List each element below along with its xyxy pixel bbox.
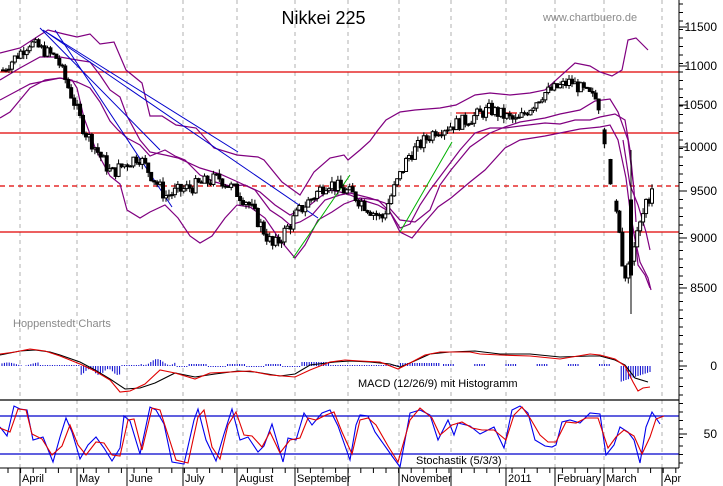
x-axis-ticks	[7, 468, 677, 486]
x-label-april: April	[22, 473, 45, 485]
macd-line	[0, 349, 649, 390]
chart-title: Nikkei 225	[281, 8, 366, 28]
x-label-2011: 2011	[508, 473, 532, 485]
credit-label: Hoppenstedt Charts	[13, 318, 111, 330]
stoch-k-line	[0, 405, 661, 469]
stoch-d-line	[0, 406, 665, 464]
macd-histogram	[1, 359, 651, 382]
y-tick-11500: 11500	[684, 20, 717, 34]
y-tick-9500: 9500	[690, 184, 717, 198]
bollinger-bands	[0, 29, 652, 291]
watermark: www.chartbuero.de	[543, 12, 638, 24]
x-label-apr: Apr	[664, 473, 682, 485]
trendlines	[39, 27, 453, 259]
x-label-july: July	[185, 473, 205, 485]
stochastic-panel	[0, 405, 679, 469]
x-label-february: February	[557, 473, 602, 485]
stochastic-label: Stochastik (5/3/3)	[415, 455, 503, 467]
x-label-may: May	[79, 473, 100, 485]
x-label-september: September	[297, 473, 351, 485]
y-tick-8500: 8500	[690, 281, 717, 295]
x-label-march: March	[606, 473, 637, 485]
y-tick-10000: 10000	[683, 140, 717, 154]
stoch-50-tick: 50	[703, 427, 717, 441]
y-axis	[0, 0, 687, 469]
macd-label: MACD (12/26/9) mit Histogramm	[357, 378, 519, 390]
macd-zero-tick: 0	[710, 359, 717, 373]
x-label-november: November	[401, 473, 452, 485]
x-label-june: June	[129, 473, 153, 485]
y-tick-11000: 11000	[684, 59, 717, 73]
y-tick-10500: 10500	[683, 98, 717, 112]
month-gridlines	[19, 0, 663, 468]
signal-line	[0, 348, 651, 393]
macd-panel	[0, 348, 651, 393]
candlesticks	[1, 37, 654, 314]
x-label-august: August	[239, 473, 274, 485]
y-tick-9000: 9000	[690, 231, 717, 245]
